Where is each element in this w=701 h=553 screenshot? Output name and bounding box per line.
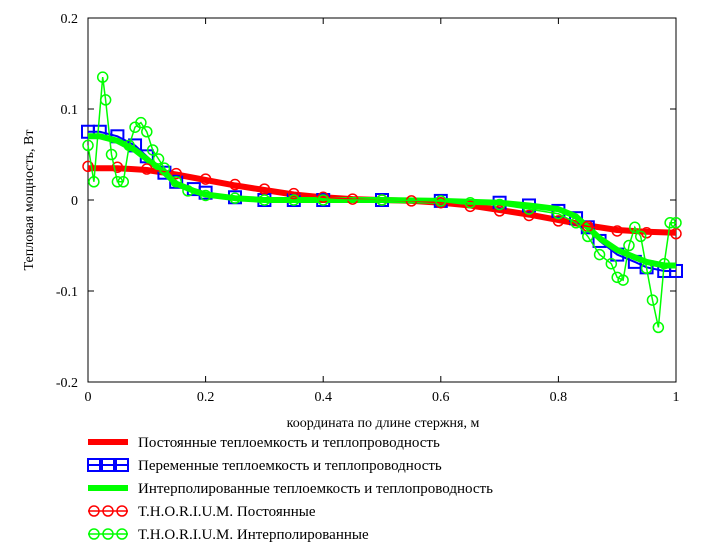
series-point xyxy=(146,144,159,156)
legend-label: Интерполированные теплоемкость и теплопр… xyxy=(138,481,493,497)
series-point xyxy=(670,217,682,229)
legend: Постоянные теплоемкость и теплопроводнос… xyxy=(87,435,493,543)
legend-label: Постоянные теплоемкость и теплопроводнос… xyxy=(138,435,440,451)
y-axis-label: Тепловая мощность, Вт xyxy=(22,130,37,271)
series-point xyxy=(199,173,212,185)
series-point xyxy=(123,139,135,152)
series-point xyxy=(152,153,165,165)
legend-item: T.H.O.R.I.U.M. Постоянные xyxy=(88,504,316,520)
series-point xyxy=(82,160,94,173)
series-point xyxy=(658,257,670,270)
legend-item: Постоянные теплоемкость и теплопроводнос… xyxy=(88,435,440,451)
series-point xyxy=(605,257,618,270)
legend-marker xyxy=(115,458,129,472)
series-point xyxy=(464,200,476,213)
series-point xyxy=(493,205,506,217)
series-point xyxy=(523,203,535,215)
legend-marker xyxy=(87,458,101,472)
series-point xyxy=(258,194,271,206)
series-point xyxy=(158,162,171,174)
series-point xyxy=(135,116,147,129)
series-point xyxy=(182,185,194,197)
series-point xyxy=(523,209,535,222)
legend-label: T.H.O.R.I.U.M. Постоянные xyxy=(138,504,316,520)
series-point xyxy=(611,225,623,237)
series-5 xyxy=(82,71,682,334)
series-point xyxy=(317,194,329,206)
series-point xyxy=(652,321,665,334)
series-point xyxy=(464,196,476,209)
series-point xyxy=(96,71,109,83)
legend-marker xyxy=(102,505,114,517)
x-axis-label: координата по длине стержня, м xyxy=(287,416,480,431)
x-tick-label: 0.8 xyxy=(550,390,568,405)
series-point xyxy=(88,176,100,188)
series-point xyxy=(229,192,241,204)
series-point xyxy=(640,227,653,239)
y-tick-label: 0.2 xyxy=(61,12,79,27)
series-point xyxy=(552,215,565,227)
series-point xyxy=(170,176,182,188)
x-tick-label: 1 xyxy=(673,390,680,405)
y-tick-label: 0 xyxy=(71,194,78,209)
legend-item: Интерполированные теплоемкость и теплопр… xyxy=(88,481,493,497)
series-point xyxy=(623,239,635,252)
series-point xyxy=(552,207,565,220)
series-point xyxy=(664,217,676,229)
series-point xyxy=(493,198,506,211)
series-point xyxy=(376,194,388,206)
series-point xyxy=(82,139,94,152)
y-tick-label: -0.2 xyxy=(56,376,78,391)
legend-marker xyxy=(88,528,100,540)
x-tick-label: 0.6 xyxy=(432,390,450,405)
series-point xyxy=(258,183,271,195)
legend-item: Переменные теплоемкость и теплопроводнос… xyxy=(87,458,442,474)
series-point xyxy=(646,294,659,306)
series-point xyxy=(617,274,629,286)
legend-marker xyxy=(116,505,128,517)
x-tick-label: 0 xyxy=(85,390,92,405)
series-3 xyxy=(88,133,676,269)
x-tick-label: 0.4 xyxy=(314,390,332,405)
series-point xyxy=(170,167,182,180)
series-point xyxy=(346,193,359,205)
series-point xyxy=(435,195,447,207)
series-point xyxy=(105,148,118,161)
series-line xyxy=(87,77,676,328)
legend-label: T.H.O.R.I.U.M. Интерполированные xyxy=(138,527,369,543)
series-point xyxy=(634,230,647,243)
series-point xyxy=(288,187,300,200)
series-point xyxy=(111,161,124,173)
legend-marker xyxy=(101,458,115,472)
legend-marker xyxy=(116,528,128,540)
series-point xyxy=(141,163,153,175)
x-tick-label: 0.2 xyxy=(197,390,215,405)
series-point xyxy=(111,176,124,188)
legend-item: T.H.O.R.I.U.M. Интерполированные xyxy=(88,527,369,543)
legend-marker xyxy=(88,505,100,517)
series-point xyxy=(629,221,641,234)
series-point xyxy=(640,262,653,274)
series-point xyxy=(593,248,606,261)
series-point xyxy=(99,94,112,106)
series-line xyxy=(88,133,676,269)
series-point xyxy=(288,194,300,206)
y-tick-label: -0.1 xyxy=(56,285,78,300)
legend-marker xyxy=(102,528,114,540)
series-point xyxy=(570,217,582,229)
series-point xyxy=(141,126,153,138)
series-point xyxy=(117,176,130,188)
series-point xyxy=(611,271,623,284)
y-tick-label: 0.1 xyxy=(61,103,79,118)
series-point xyxy=(582,230,594,243)
legend-label: Переменные теплоемкость и теплопроводнос… xyxy=(138,458,442,474)
series-point xyxy=(229,178,241,191)
series-point xyxy=(199,189,212,202)
series-point xyxy=(670,227,682,240)
